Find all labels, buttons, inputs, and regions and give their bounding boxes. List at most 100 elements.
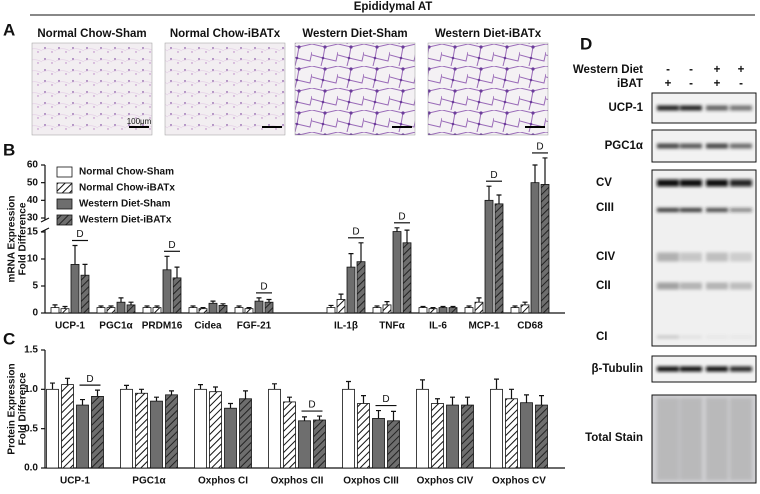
bar	[80, 274, 90, 314]
y-tick-label: 0.0	[24, 463, 38, 474]
error-bar	[376, 409, 381, 419]
error-bar	[80, 398, 85, 406]
error-bar	[52, 304, 58, 308]
error-bar	[108, 305, 114, 308]
error-bar	[509, 388, 514, 399]
image-title: Western Diet-iBATx	[435, 28, 542, 40]
significance-label: D	[168, 240, 175, 251]
bar	[387, 420, 400, 469]
error-bar	[466, 305, 472, 308]
error-bar	[338, 293, 344, 300]
y-tick-label: 1.5	[24, 345, 38, 356]
bar	[172, 277, 182, 314]
error-bar	[128, 301, 134, 305]
bar	[142, 307, 152, 314]
bar	[530, 182, 540, 314]
blot-label: CII	[596, 280, 611, 292]
error-bar	[118, 297, 124, 303]
bar	[218, 305, 228, 314]
error-bar	[266, 298, 272, 303]
x-tick-label: UCP-1	[55, 321, 85, 332]
y-tick-label: 50	[27, 177, 39, 188]
bar	[209, 391, 222, 469]
bar	[382, 304, 392, 314]
panel-label: D	[580, 34, 592, 53]
error-bar	[200, 307, 206, 309]
image-title: Western Diet-Sham	[302, 28, 407, 40]
legend-label: Normal Chow-Sham	[79, 167, 174, 178]
x-tick-label: Cidea	[194, 321, 222, 332]
error-bar	[169, 390, 174, 395]
error-bar	[391, 410, 396, 421]
blot-label: CIV	[596, 251, 616, 263]
error-bar	[450, 396, 455, 406]
significance-label: D	[76, 229, 83, 240]
bar	[392, 231, 402, 314]
panel-label: B	[3, 140, 15, 159]
error-bar	[496, 194, 502, 204]
bar	[431, 403, 444, 469]
error-bar	[246, 307, 252, 309]
band	[657, 179, 679, 187]
bar	[135, 392, 148, 469]
x-tick-label: Oxphos CII	[271, 476, 324, 487]
y-tick-label: 15	[27, 227, 39, 238]
error-bar	[50, 382, 55, 390]
error-bar	[144, 305, 150, 308]
lane-sign: +	[738, 64, 745, 76]
band	[657, 208, 679, 212]
bar	[372, 418, 385, 469]
bar	[490, 388, 503, 469]
band	[657, 335, 679, 339]
bar	[342, 388, 355, 469]
band	[730, 366, 752, 372]
error-bar	[476, 297, 482, 303]
figure-title: Epididymal AT	[354, 1, 433, 13]
bar	[224, 407, 237, 469]
error-bar	[256, 297, 262, 302]
error-bar	[317, 415, 322, 421]
error-bar	[450, 305, 456, 308]
error-bar	[139, 388, 144, 394]
bar	[126, 304, 136, 314]
blot-label: β-Tubulin	[591, 363, 643, 375]
band	[706, 366, 728, 372]
error-bar	[198, 384, 203, 390]
y-axis-label: mRNA Expression	[7, 196, 18, 283]
bar	[264, 301, 274, 314]
band	[680, 105, 702, 111]
bar	[494, 203, 504, 314]
legend-label: Western Diet-Sham	[79, 199, 171, 210]
bar	[70, 263, 80, 314]
bar	[535, 404, 548, 469]
error-bar	[124, 384, 129, 390]
error-bar	[494, 378, 499, 390]
bar	[91, 396, 104, 469]
bar	[336, 299, 346, 314]
error-bar	[82, 263, 88, 276]
y-tick-label: 5	[32, 281, 38, 292]
bar	[446, 404, 459, 469]
bar	[165, 394, 178, 469]
x-tick-label: PRDM16	[142, 321, 183, 332]
band	[706, 398, 728, 480]
bar	[234, 307, 244, 314]
error-bar	[62, 305, 68, 309]
x-tick-label: TNFα	[379, 321, 405, 332]
blot-label: CIII	[596, 202, 614, 214]
bar	[372, 307, 382, 314]
bar	[60, 308, 70, 314]
y-axis-label: Protein Expression	[7, 363, 18, 454]
significance-label: D	[536, 142, 543, 153]
significance-label: D	[260, 282, 267, 293]
bar	[540, 184, 550, 314]
y-axis-label: Fold Difference	[18, 372, 29, 445]
error-bar	[430, 307, 436, 309]
blot-label: UCP-1	[608, 102, 643, 114]
y-tick-label: 60	[27, 160, 39, 171]
error-bar	[384, 301, 390, 305]
panel-d: Western Diet - - + + iBAT + - + - UCP-1 PGC1α CV CIII…	[573, 64, 745, 444]
bar	[418, 307, 428, 314]
error-bar	[98, 305, 104, 308]
